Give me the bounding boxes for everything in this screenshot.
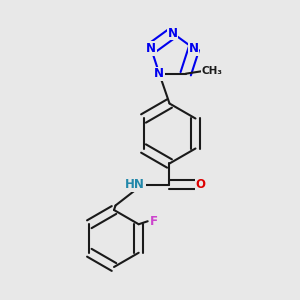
Text: CH₃: CH₃: [201, 66, 222, 76]
Text: N: N: [146, 42, 156, 55]
Text: N: N: [154, 67, 164, 80]
Text: F: F: [150, 215, 158, 228]
Text: HN: HN: [125, 178, 145, 191]
Text: N: N: [189, 42, 199, 55]
Text: N: N: [167, 26, 178, 40]
Text: O: O: [195, 178, 206, 191]
